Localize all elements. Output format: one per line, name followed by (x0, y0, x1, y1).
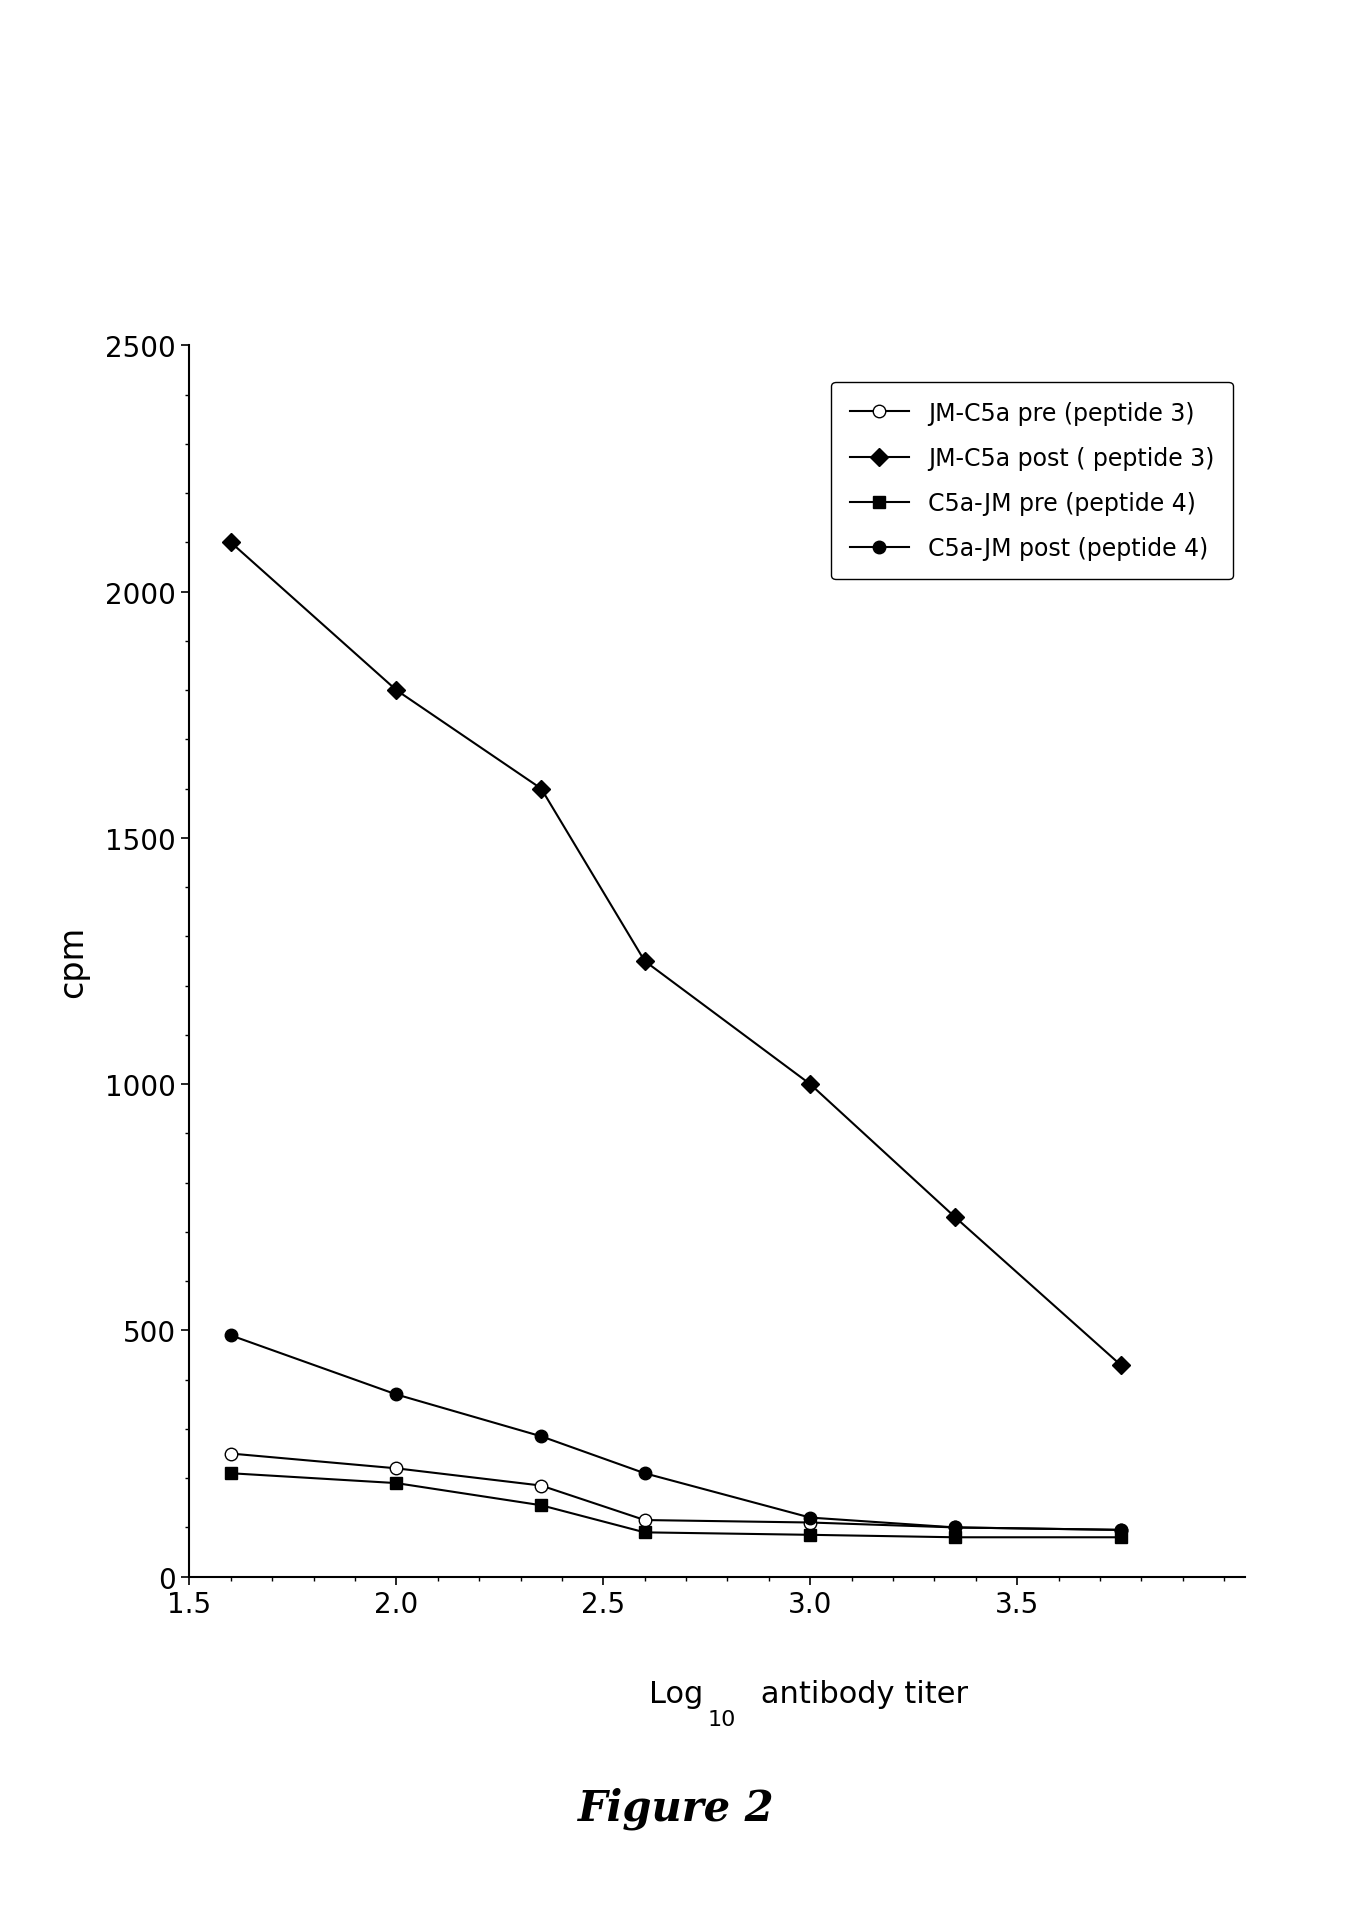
Line: C5a-JM pre (peptide 4): C5a-JM pre (peptide 4) (225, 1467, 1127, 1544)
C5a-JM pre (peptide 4) (533, 1494, 549, 1517)
JM-C5a pre (peptide 3) (388, 1458, 405, 1481)
Text: 10: 10 (708, 1710, 736, 1729)
JM-C5a pre (peptide 3) (636, 1510, 652, 1533)
C5a-JM pre (peptide 4) (1112, 1527, 1128, 1550)
JM-C5a post ( peptide 3) (947, 1206, 963, 1229)
C5a-JM pre (peptide 4) (223, 1461, 239, 1485)
JM-C5a post ( peptide 3) (223, 531, 239, 554)
C5a-JM post (peptide 4) (388, 1383, 405, 1406)
C5a-JM post (peptide 4) (1112, 1519, 1128, 1542)
JM-C5a pre (peptide 3) (1112, 1519, 1128, 1542)
Text: Figure 2: Figure 2 (578, 1786, 775, 1829)
JM-C5a pre (peptide 3) (947, 1515, 963, 1538)
Text: Log: Log (649, 1679, 704, 1708)
C5a-JM pre (peptide 4) (947, 1527, 963, 1550)
JM-C5a post ( peptide 3) (1112, 1354, 1128, 1377)
C5a-JM post (peptide 4) (947, 1515, 963, 1538)
Line: JM-C5a pre (peptide 3): JM-C5a pre (peptide 3) (225, 1448, 1127, 1536)
C5a-JM post (peptide 4) (223, 1325, 239, 1348)
Y-axis label: cpm: cpm (55, 925, 89, 998)
C5a-JM pre (peptide 4) (636, 1521, 652, 1544)
Text: antibody titer: antibody titer (751, 1679, 967, 1708)
JM-C5a post ( peptide 3) (533, 777, 549, 800)
Legend: JM-C5a pre (peptide 3), JM-C5a post ( peptide 3), C5a-JM pre (peptide 4), C5a-JM: JM-C5a pre (peptide 3), JM-C5a post ( pe… (831, 383, 1233, 581)
C5a-JM pre (peptide 4) (388, 1471, 405, 1494)
C5a-JM pre (peptide 4) (802, 1523, 819, 1546)
Line: C5a-JM post (peptide 4): C5a-JM post (peptide 4) (225, 1329, 1127, 1536)
JM-C5a post ( peptide 3) (388, 679, 405, 702)
JM-C5a post ( peptide 3) (802, 1073, 819, 1096)
Line: JM-C5a post ( peptide 3): JM-C5a post ( peptide 3) (225, 537, 1127, 1371)
C5a-JM post (peptide 4) (533, 1425, 549, 1448)
JM-C5a pre (peptide 3) (533, 1475, 549, 1498)
C5a-JM post (peptide 4) (636, 1461, 652, 1485)
JM-C5a pre (peptide 3) (802, 1511, 819, 1535)
JM-C5a post ( peptide 3) (636, 950, 652, 973)
C5a-JM post (peptide 4) (802, 1506, 819, 1529)
JM-C5a pre (peptide 3) (223, 1442, 239, 1465)
